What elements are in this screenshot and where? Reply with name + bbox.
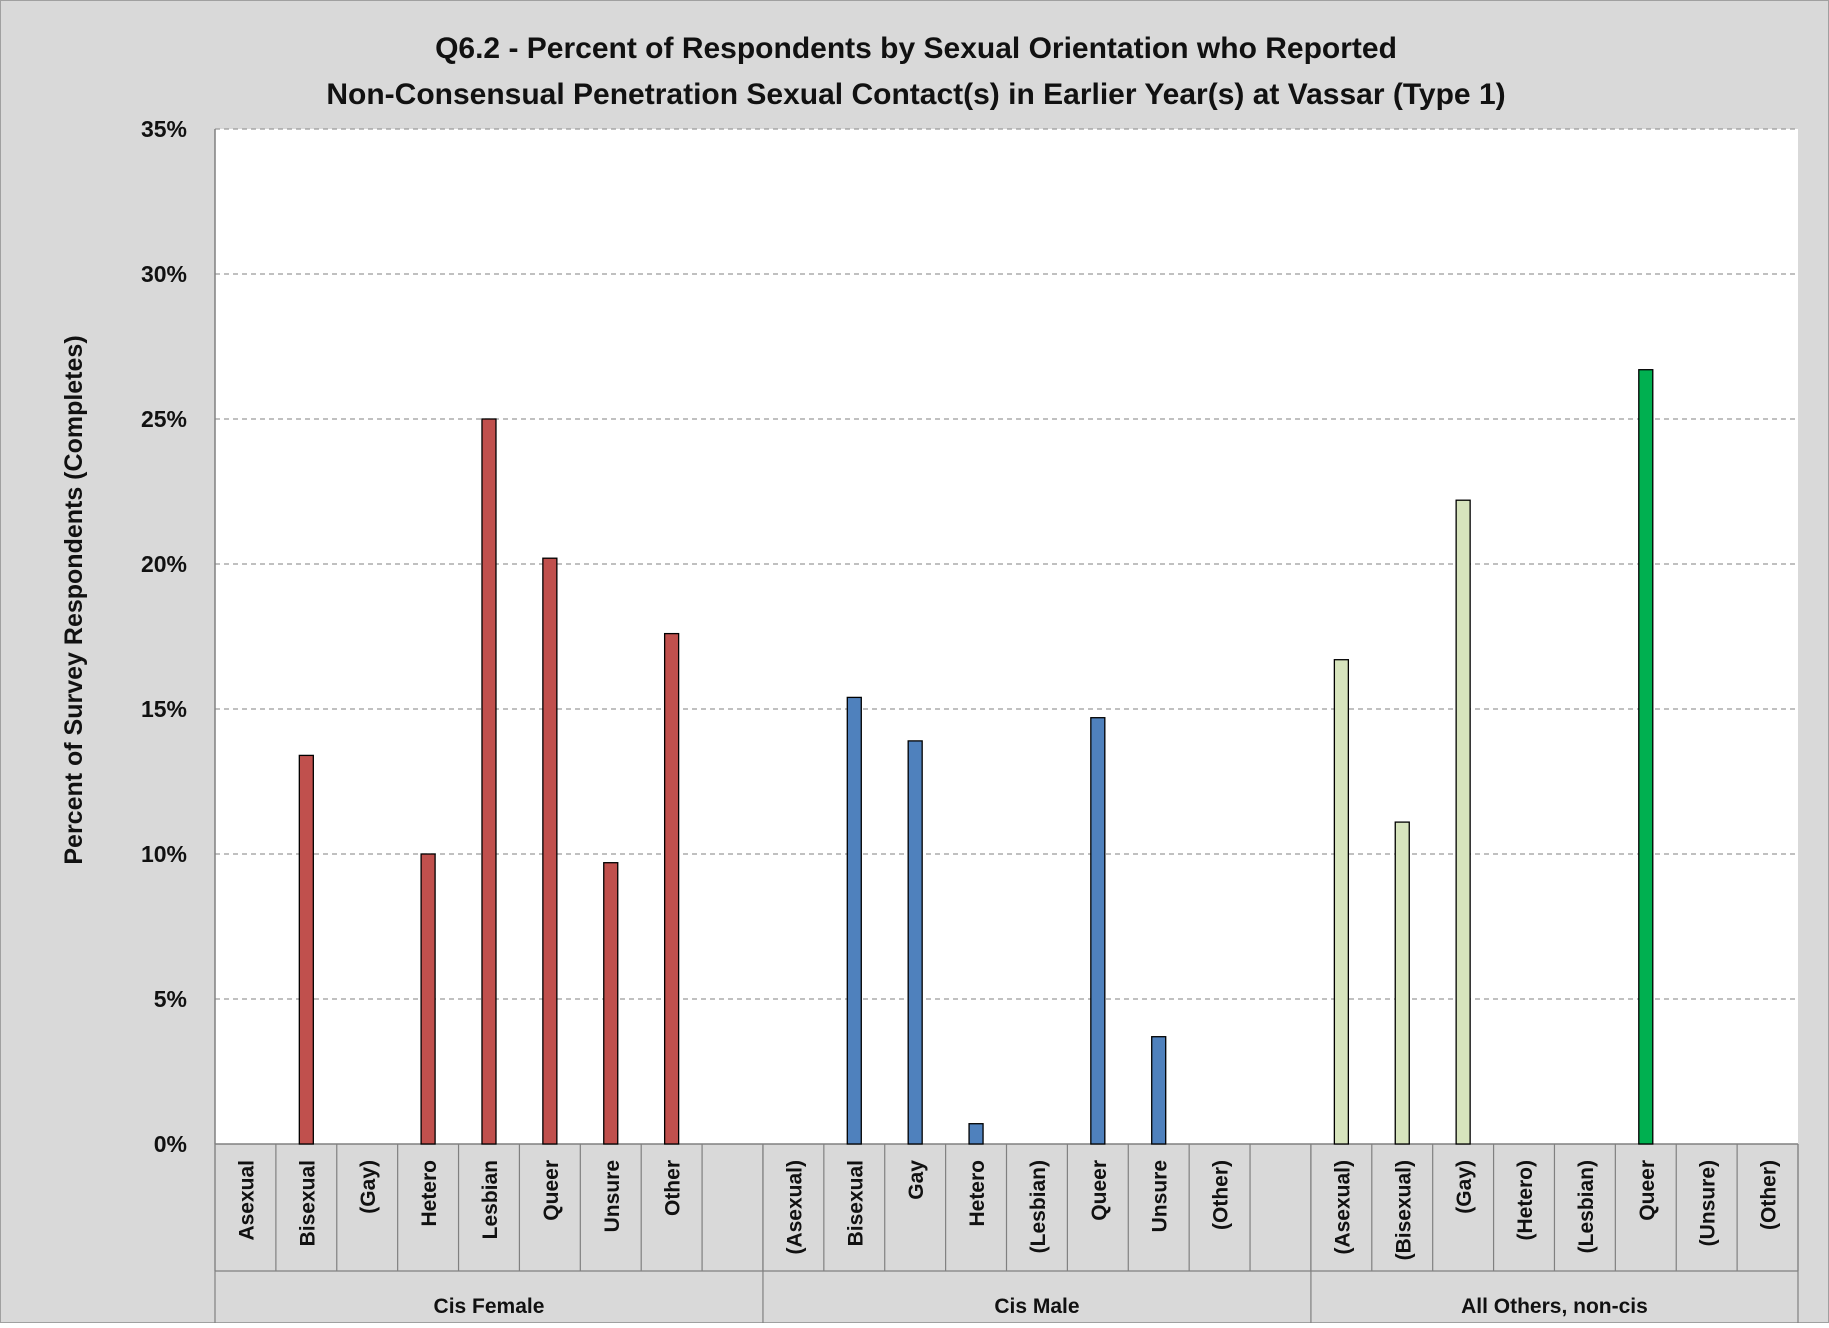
bar xyxy=(663,632,680,1145)
x-category-label: Unsure xyxy=(601,1160,624,1232)
y-tick-label: 35% xyxy=(141,116,187,142)
x-category-label: (Lesbian) xyxy=(1027,1160,1050,1253)
x-category-label: (Hetero) xyxy=(1514,1160,1537,1241)
x-category-label: (Lesbian) xyxy=(1575,1160,1598,1253)
bar xyxy=(907,740,923,1145)
bar xyxy=(481,418,497,1145)
x-category-label: Unsure xyxy=(1149,1160,1172,1232)
bar xyxy=(420,853,436,1145)
x-category-label: (Unsure) xyxy=(1697,1160,1720,1246)
bar xyxy=(603,862,619,1145)
bar xyxy=(542,557,558,1145)
bars xyxy=(298,369,1654,1145)
x-group-label: All Others, non-cis xyxy=(1461,1295,1648,1318)
bar xyxy=(1394,821,1410,1145)
x-category-label: Bisexual xyxy=(296,1160,319,1246)
x-category-label: Gay xyxy=(905,1160,928,1200)
bar xyxy=(968,1123,984,1145)
x-group-label: Cis Male xyxy=(994,1295,1079,1318)
y-tick-label: 30% xyxy=(141,261,187,287)
x-category-label: (Gay) xyxy=(357,1160,380,1214)
x-category-label: Hetero xyxy=(966,1160,989,1227)
x-category-label: (Other) xyxy=(1758,1160,1781,1230)
bar xyxy=(1090,717,1106,1145)
y-tick-label: 10% xyxy=(141,841,187,867)
chart-title-line-1: Q6.2 - Percent of Respondents by Sexual … xyxy=(435,32,1397,65)
bar xyxy=(846,696,862,1145)
bar xyxy=(1333,659,1350,1145)
x-category-label: (Gay) xyxy=(1453,1160,1476,1214)
bar xyxy=(1638,369,1654,1145)
chart-title-line-2: Non-Consensual Penetration Sexual Contac… xyxy=(326,78,1505,111)
y-tick-label: 15% xyxy=(141,696,187,722)
x-category-label: Lesbian xyxy=(479,1160,502,1239)
x-category-label: (Bisexual) xyxy=(1392,1160,1415,1260)
x-category-label: Bisexual xyxy=(844,1160,867,1246)
plot-area xyxy=(215,129,1798,1144)
y-axis-label: Percent of Survey Respondents (Completes… xyxy=(60,335,88,864)
gridlines xyxy=(215,128,1798,1000)
y-tick-label: 25% xyxy=(141,406,187,432)
x-group-label: Cis Female xyxy=(434,1295,545,1318)
x-category-label: (Asexual) xyxy=(783,1160,806,1255)
y-tick-label: 5% xyxy=(154,986,187,1012)
x-category-label: (Asexual) xyxy=(1331,1160,1354,1255)
bar xyxy=(1455,499,1471,1145)
x-category-label: Queer xyxy=(1088,1160,1111,1221)
bar xyxy=(298,754,314,1145)
x-category-label: Other xyxy=(662,1160,685,1216)
y-tick-label: 20% xyxy=(141,551,187,577)
axes xyxy=(214,129,1799,1323)
x-category-label: Queer xyxy=(1636,1160,1659,1221)
x-category-label: Queer xyxy=(540,1160,563,1221)
x-category-label: Hetero xyxy=(418,1160,441,1227)
y-tick-label: 0% xyxy=(154,1131,187,1157)
axis-labels: 0% 5% 10% 15% 20% 25% 30% 35% Asexual Bisexual (Ga… xyxy=(141,116,1781,1318)
x-category-label: Asexual xyxy=(235,1160,258,1241)
bar xyxy=(1151,1036,1167,1145)
x-category-label: (Other) xyxy=(1210,1160,1233,1230)
